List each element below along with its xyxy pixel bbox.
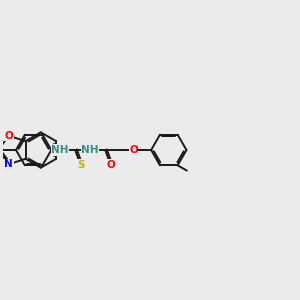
Text: O: O bbox=[4, 131, 13, 141]
Text: NH: NH bbox=[81, 145, 99, 155]
Text: O: O bbox=[106, 160, 115, 170]
Text: NH: NH bbox=[51, 145, 69, 155]
Text: O: O bbox=[129, 145, 138, 155]
Text: S: S bbox=[77, 160, 84, 170]
Text: N: N bbox=[4, 159, 13, 169]
